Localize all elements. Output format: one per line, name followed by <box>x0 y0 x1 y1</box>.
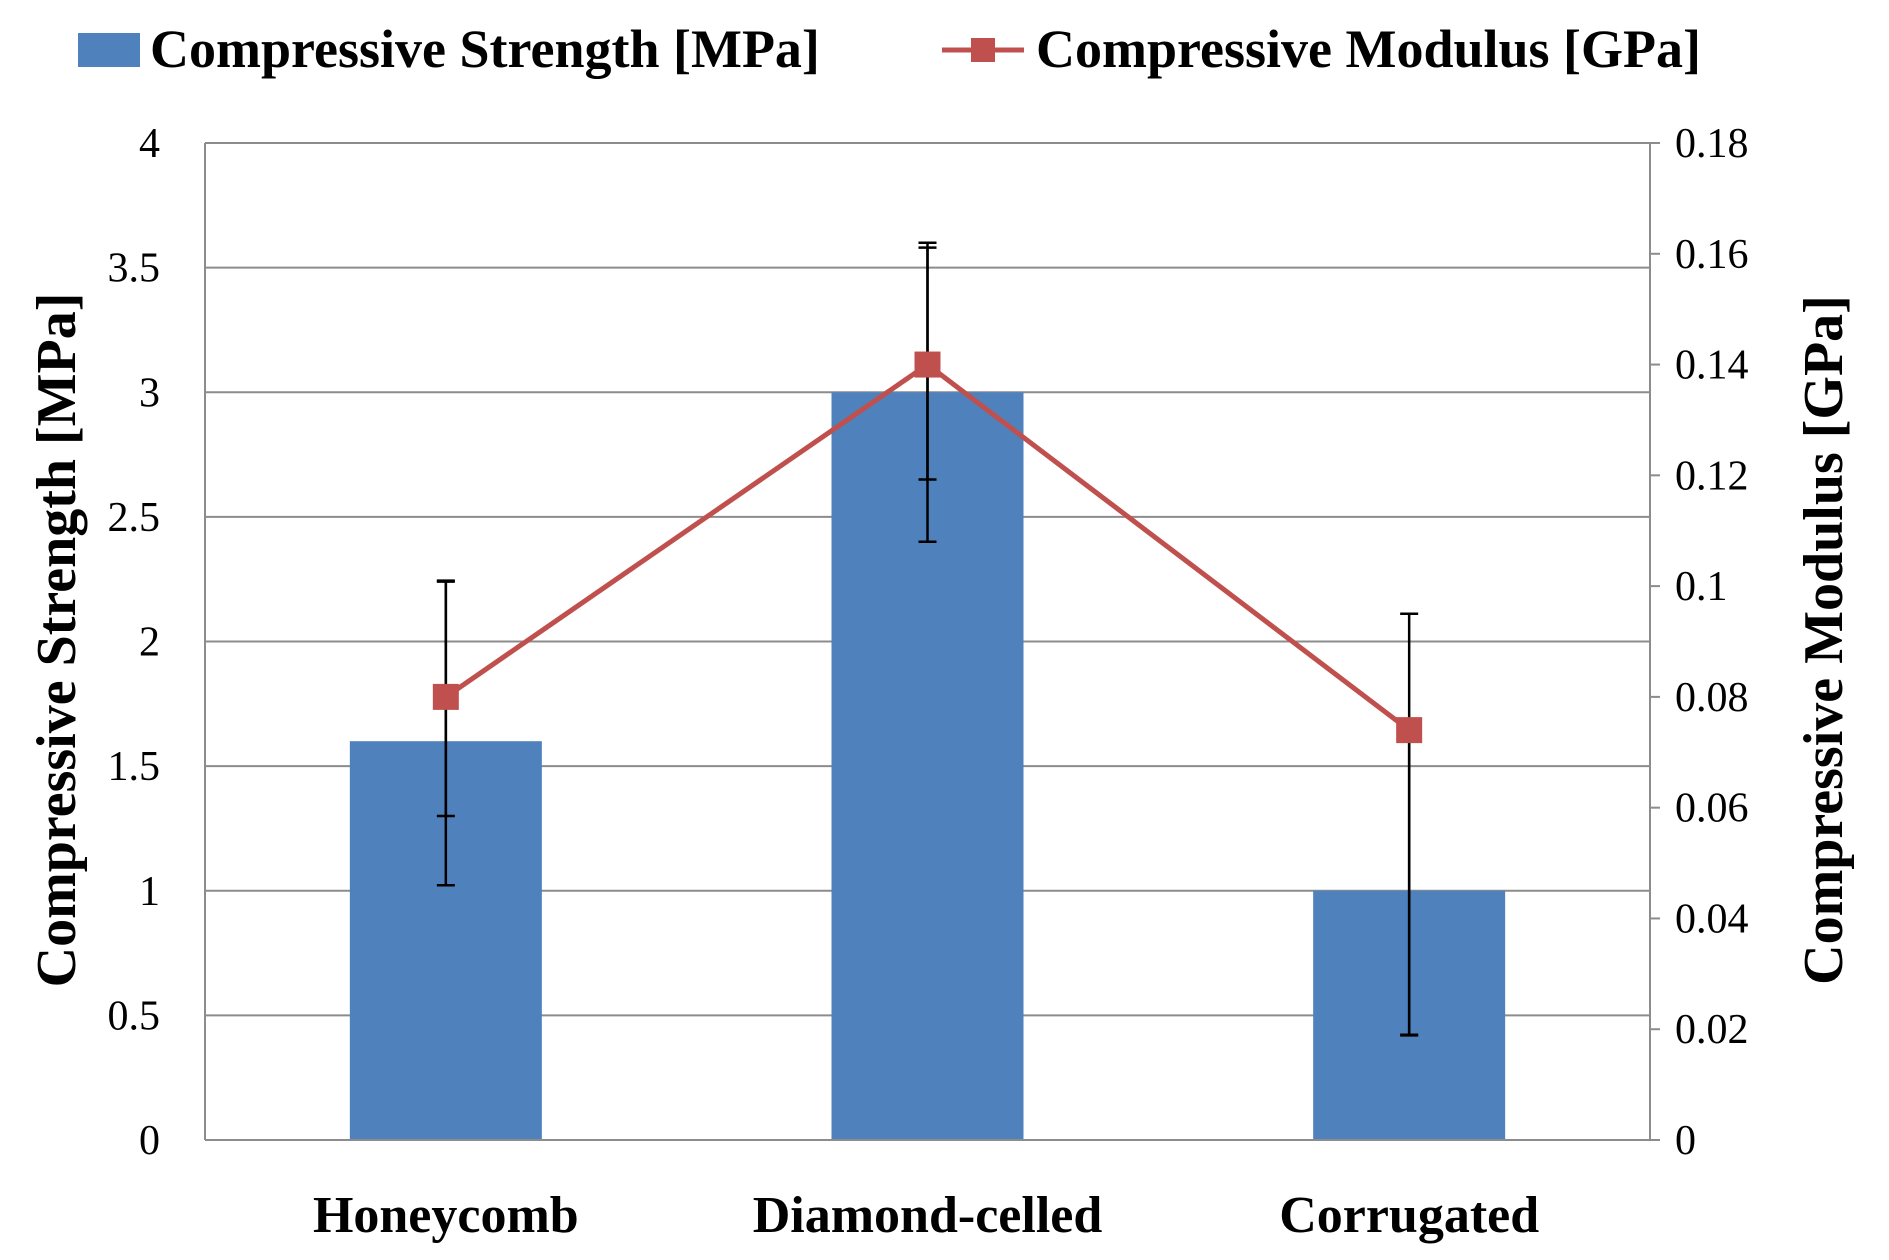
right-tick-label: 0.08 <box>1675 675 1749 721</box>
left-axis-ticks: 0 0.5 1 1.5 2 2.5 3 3.5 4 <box>108 121 161 1164</box>
legend: Compressive Strength [MPa] Compressive M… <box>78 19 1701 79</box>
right-tick-label: 0.1 <box>1675 564 1728 610</box>
left-tick-label: 3 <box>139 370 160 416</box>
right-tick-label: 0.02 <box>1675 1007 1749 1053</box>
legend-label-modulus: Compressive Modulus [GPa] <box>1036 19 1701 79</box>
left-tick-label: 0.5 <box>108 993 161 1039</box>
left-tick-label: 4 <box>139 121 160 167</box>
left-axis-title: Compressive Strength [MPa] <box>26 293 88 988</box>
legend-swatch-modulus-marker <box>971 38 995 62</box>
modulus-error-bar <box>436 579 455 887</box>
right-tick-label: 0.16 <box>1675 232 1749 278</box>
modulus-error-bar <box>1400 612 1419 1037</box>
left-tick-label: 2 <box>139 620 160 666</box>
modulus-marker <box>432 683 459 710</box>
legend-label-strength: Compressive Strength [MPa] <box>150 19 820 79</box>
category-label-honeycomb: Honeycomb <box>313 1187 579 1244</box>
right-tick-label: 0.12 <box>1675 453 1749 499</box>
category-labels: Honeycomb Diamond-celled Corrugated <box>313 1187 1539 1244</box>
category-label-corrugated: Corrugated <box>1279 1187 1539 1244</box>
right-tick-label: 0.04 <box>1675 896 1749 942</box>
modulus-marker <box>914 351 941 378</box>
right-tick-label: 0.18 <box>1675 121 1749 167</box>
left-tick-label: 1.5 <box>108 744 161 790</box>
right-tick-label: 0.06 <box>1675 786 1749 832</box>
right-axis-ticks: 0 0.02 0.04 0.06 0.08 0.1 0.12 0.14 0.16 0.18 <box>1650 121 1749 1164</box>
modulus-error-bar <box>918 241 937 544</box>
left-tick-label: 2.5 <box>108 495 161 541</box>
right-tick-label: 0 <box>1675 1118 1696 1164</box>
left-tick-label: 1 <box>139 869 160 915</box>
right-axis-title: Compressive Modulus [GPa] <box>1793 295 1855 985</box>
axes <box>204 143 1651 1141</box>
modulus-marker <box>1396 717 1423 744</box>
legend-swatch-strength <box>78 33 140 67</box>
left-tick-label: 0 <box>139 1118 160 1164</box>
left-tick-label: 3.5 <box>108 246 161 292</box>
right-tick-label: 0.14 <box>1675 343 1749 389</box>
category-label-diamond-celled: Diamond-celled <box>753 1187 1103 1244</box>
modulus-series <box>432 241 1423 1037</box>
